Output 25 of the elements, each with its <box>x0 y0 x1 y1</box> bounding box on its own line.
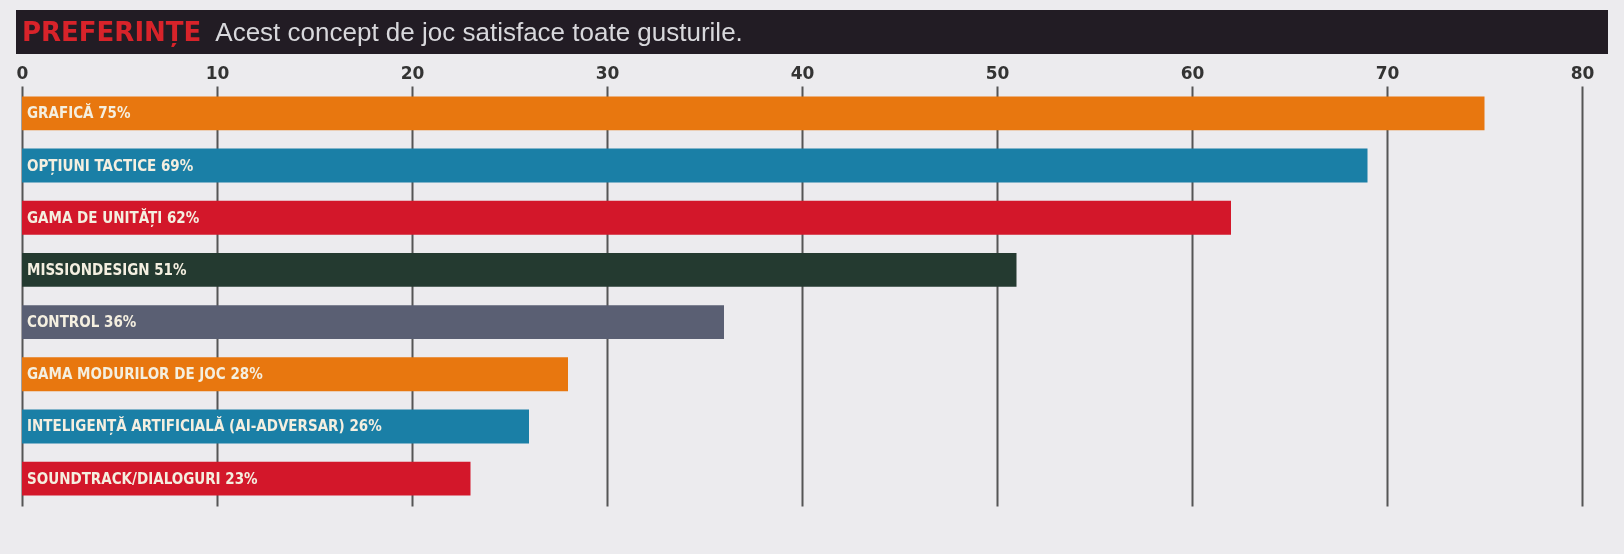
category-label: GAMA DE UNITĂȚI 62% <box>27 208 200 227</box>
category-label: GRAFICĂ 75% <box>27 104 131 123</box>
bar <box>22 96 1485 131</box>
chart-title: PREFERINȚE <box>22 17 202 47</box>
x-tick-label: 80 <box>1570 62 1595 83</box>
bar <box>22 252 1017 287</box>
x-tick-label: 30 <box>595 62 620 83</box>
x-tick-label: 60 <box>1180 62 1205 83</box>
x-tick-label: 50 <box>985 62 1010 83</box>
bar <box>22 200 1231 235</box>
category-label: CONTROL 36% <box>27 313 137 332</box>
category-label: SOUNDTRACK/DIALOGURI 23% <box>27 469 258 488</box>
category-label: GAMA MODURILOR DE JOC 28% <box>27 365 263 384</box>
category-label: OPȚIUNI TACTICE 69% <box>27 156 194 175</box>
bar <box>22 357 568 392</box>
category-label: INTELIGENȚĂ ARTIFICIALĂ (AI-ADVERSAR) 26% <box>27 417 382 436</box>
x-tick-label: 20 <box>400 62 425 83</box>
chart-subtitle: Acest concept de joc satisface toate gusturile. <box>215 16 743 48</box>
bar <box>22 305 724 340</box>
category-label: MISSIONDESIGN 51% <box>27 260 187 279</box>
x-tick-label: 0 <box>16 62 29 83</box>
x-tick-label: 10 <box>205 62 230 83</box>
x-tick-label: 70 <box>1375 62 1400 83</box>
bar <box>22 148 1368 183</box>
x-tick-label: 40 <box>790 62 815 83</box>
